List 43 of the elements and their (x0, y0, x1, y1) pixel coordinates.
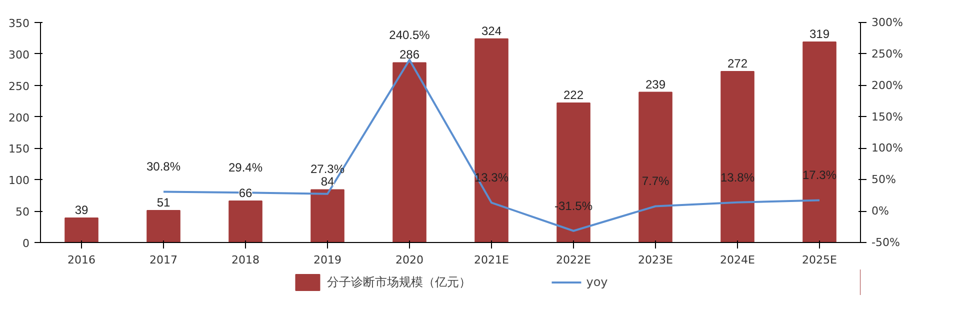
x-tick-label: 2017 (150, 254, 178, 266)
y-tick-label: 250 (8, 80, 30, 93)
data-label: 29.4% (228, 160, 263, 175)
y2-tick-label: 300% (872, 16, 903, 29)
data-label: 13.8% (720, 170, 755, 184)
y-tick-label: 150 (8, 142, 30, 156)
x-tick-label: 2019 (314, 254, 342, 266)
data-label: 51 (156, 195, 170, 210)
data-label: 7.7% (642, 174, 670, 188)
data-label: 324 (481, 24, 502, 38)
x-tick-label: 2018 (232, 254, 260, 266)
y2-tick-label: 200% (872, 78, 903, 92)
data-label: 240.5% (389, 28, 430, 42)
data-label: 286 (399, 48, 420, 62)
data-label: 222 (563, 88, 584, 102)
x-tick-label: 2016 (68, 254, 96, 266)
y2-tick-label: 100% (872, 142, 903, 155)
data-label: 39 (74, 202, 88, 217)
y2-tick-label: -50% (872, 236, 900, 249)
data-label: 239 (645, 77, 666, 92)
y-tick-label: 300 (8, 48, 30, 62)
legend-label: 分子诊断市场规模（亿元） (327, 274, 472, 290)
x-tick-label: 2022E (556, 254, 592, 266)
legend-label: yoy (586, 275, 608, 289)
data-label: 84 (320, 174, 334, 189)
data-label: 319 (809, 26, 830, 41)
x-tick-label: 2024E (720, 254, 756, 266)
x-tick-label: 2020 (396, 254, 424, 266)
x-tick-label: 2021E (474, 254, 510, 266)
y2-tick-label: 150% (872, 110, 903, 124)
data-label: 17.3% (802, 168, 837, 182)
y-tick-label: 50 (16, 206, 30, 219)
y-tick-label: 350 (8, 17, 30, 30)
data-label: 30.8% (146, 160, 181, 174)
y-tick-label: 200 (8, 111, 30, 124)
y-tick-label: 100 (8, 174, 30, 188)
x-tick-label: 2025E (802, 254, 838, 266)
y2-tick-label: 250% (872, 47, 903, 60)
data-label: 272 (727, 56, 748, 71)
y-tick-label: 0 (22, 237, 30, 250)
x-tick-label: 2023E (638, 254, 674, 266)
y2-tick-label: 50% (872, 173, 896, 186)
y2-tick-label: 0% (872, 204, 889, 218)
